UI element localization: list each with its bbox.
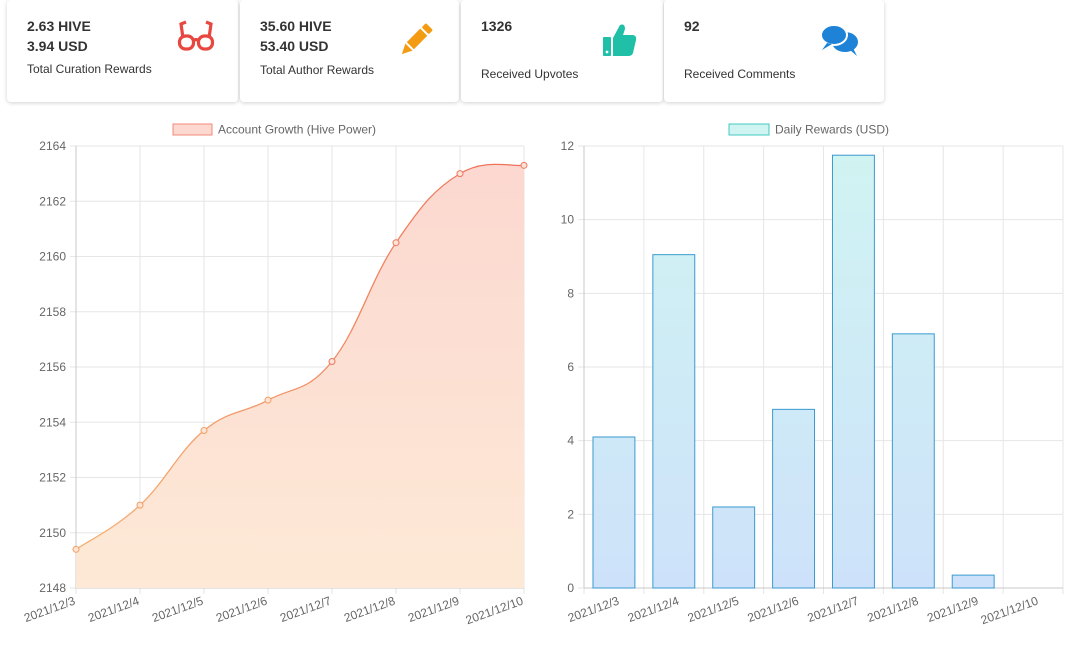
x-tick-label: 2021/12/3 [566, 594, 621, 626]
x-tick-label: 2021/12/10 [464, 594, 526, 628]
x-tick-label: 2021/12/9 [925, 594, 980, 626]
daily-rewards-legend-swatch[interactable] [728, 123, 770, 136]
x-tick-label: 2021/12/6 [746, 594, 801, 626]
x-tick-label: 2021/12/5 [686, 594, 741, 626]
y-tick-label: 4 [567, 434, 574, 448]
curation-rewards-card: 2.63 HIVE 3.94 USD Total Curation Reward… [7, 0, 238, 102]
author-hive-value: 35.60 HIVE [260, 18, 332, 34]
curation-label: Total Curation Rewards [27, 62, 152, 76]
daily-rewards-bar[interactable] [831, 154, 875, 589]
comments-label: Received Comments [684, 67, 796, 81]
account-growth-legend-swatch[interactable] [172, 123, 213, 136]
account-growth-point[interactable] [72, 545, 80, 553]
pencil-icon [398, 22, 434, 63]
account-growth-point[interactable] [264, 396, 272, 404]
account-growth-legend-label[interactable]: Account Growth (Hive Power) [218, 123, 376, 137]
account-growth-point[interactable] [328, 357, 336, 365]
y-tick-label: 2156 [39, 360, 66, 374]
y-tick-label: 6 [567, 360, 574, 374]
y-tick-label: 8 [567, 286, 574, 300]
x-tick-label: 2021/12/8 [342, 594, 397, 626]
account-growth-chart: Account Growth (Hive Power) 2148 2150 2152… [0, 112, 540, 642]
author-label: Total Author Rewards [260, 63, 375, 77]
x-tick-label: 2021/12/5 [150, 594, 205, 626]
account-growth-line [75, 163, 525, 550]
account-growth-area [76, 164, 524, 588]
x-tick-label: 2021/12/3 [22, 594, 77, 626]
daily-rewards-bar[interactable] [951, 574, 995, 589]
daily-rewards-bar[interactable] [891, 333, 935, 589]
x-tick-label: 2021/12/9 [406, 594, 461, 626]
y-tick-label: 2164 [39, 139, 66, 153]
curation-usd-value: 3.94 USD [27, 38, 88, 54]
y-tick-label: 2158 [39, 305, 66, 319]
account-growth-point[interactable] [392, 239, 400, 247]
daily-rewards-bar[interactable] [712, 506, 756, 589]
y-tick-label: 2152 [39, 471, 66, 485]
y-tick-label: 2162 [39, 194, 66, 208]
upvotes-label: Received Upvotes [481, 67, 579, 81]
daily-rewards-bar[interactable] [652, 254, 696, 589]
author-usd-value: 53.40 USD [260, 38, 329, 54]
x-tick-label: 2021/12/8 [865, 594, 920, 626]
comments-card: 92 Received Comments [664, 0, 884, 102]
x-tick-label: 2021/12/7 [806, 594, 861, 626]
upvotes-card: 1326 Received Upvotes [461, 0, 663, 102]
y-tick-label: 2 [567, 507, 574, 521]
x-tick-label: 2021/12/6 [214, 594, 269, 626]
y-tick-label: 2150 [39, 526, 66, 540]
account-growth-chart-svg: Account Growth (Hive Power) 2148 2150 2152… [22, 123, 528, 628]
x-tick-label: 2021/12/7 [278, 594, 333, 626]
account-growth-point[interactable] [456, 170, 464, 178]
y-tick-label: 10 [561, 213, 575, 227]
y-tick-label: 2148 [39, 581, 66, 595]
daily-rewards-legend-label[interactable]: Daily Rewards (USD) [775, 123, 889, 137]
x-tick-label: 2021/12/4 [626, 594, 681, 626]
author-rewards-card: 35.60 HIVE 53.40 USD Total Author Reward… [240, 0, 459, 102]
y-tick-label: 2154 [39, 415, 66, 429]
daily-rewards-bar[interactable] [592, 436, 636, 589]
comments-count: 92 [684, 18, 700, 34]
daily-rewards-chart: Daily Rewards (USD) 0 2 4 6 8 10 12 2021/12/3 2… [540, 112, 1070, 642]
y-tick-label: 0 [567, 581, 574, 595]
thumbs-up-icon [602, 22, 638, 63]
daily-rewards-bar[interactable] [772, 408, 816, 589]
upvotes-count: 1326 [481, 18, 513, 34]
y-tick-label: 12 [561, 139, 575, 153]
comments-icon [820, 24, 860, 63]
x-tick-label: 2021/12/4 [86, 594, 141, 626]
x-tick-label: 2021/12/10 [979, 594, 1041, 628]
account-growth-point[interactable] [136, 501, 144, 509]
glasses-icon [177, 20, 215, 59]
account-growth-point[interactable] [520, 161, 528, 169]
y-tick-label: 2160 [39, 250, 66, 264]
account-growth-point[interactable] [200, 427, 208, 435]
curation-hive-value: 2.63 HIVE [27, 18, 91, 34]
